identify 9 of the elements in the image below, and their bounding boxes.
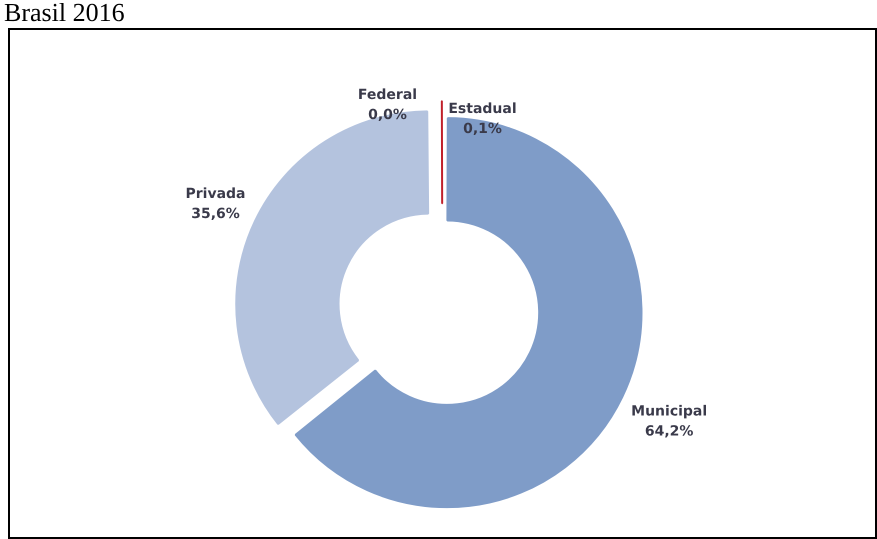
- text: 0,0%: [368, 107, 407, 123]
- slice-label: Privada: [185, 186, 246, 202]
- chart-title: Brasil 2016: [4, 0, 125, 28]
- slice-label: Municipal: [631, 403, 708, 420]
- data-label: 35,6%: [191, 206, 240, 222]
- data-label: 64,2%: [644, 423, 694, 440]
- slice-label: Estadual: [448, 101, 517, 117]
- category-label: Federal: [358, 87, 418, 103]
- data-label: 0,1%: [463, 121, 502, 137]
